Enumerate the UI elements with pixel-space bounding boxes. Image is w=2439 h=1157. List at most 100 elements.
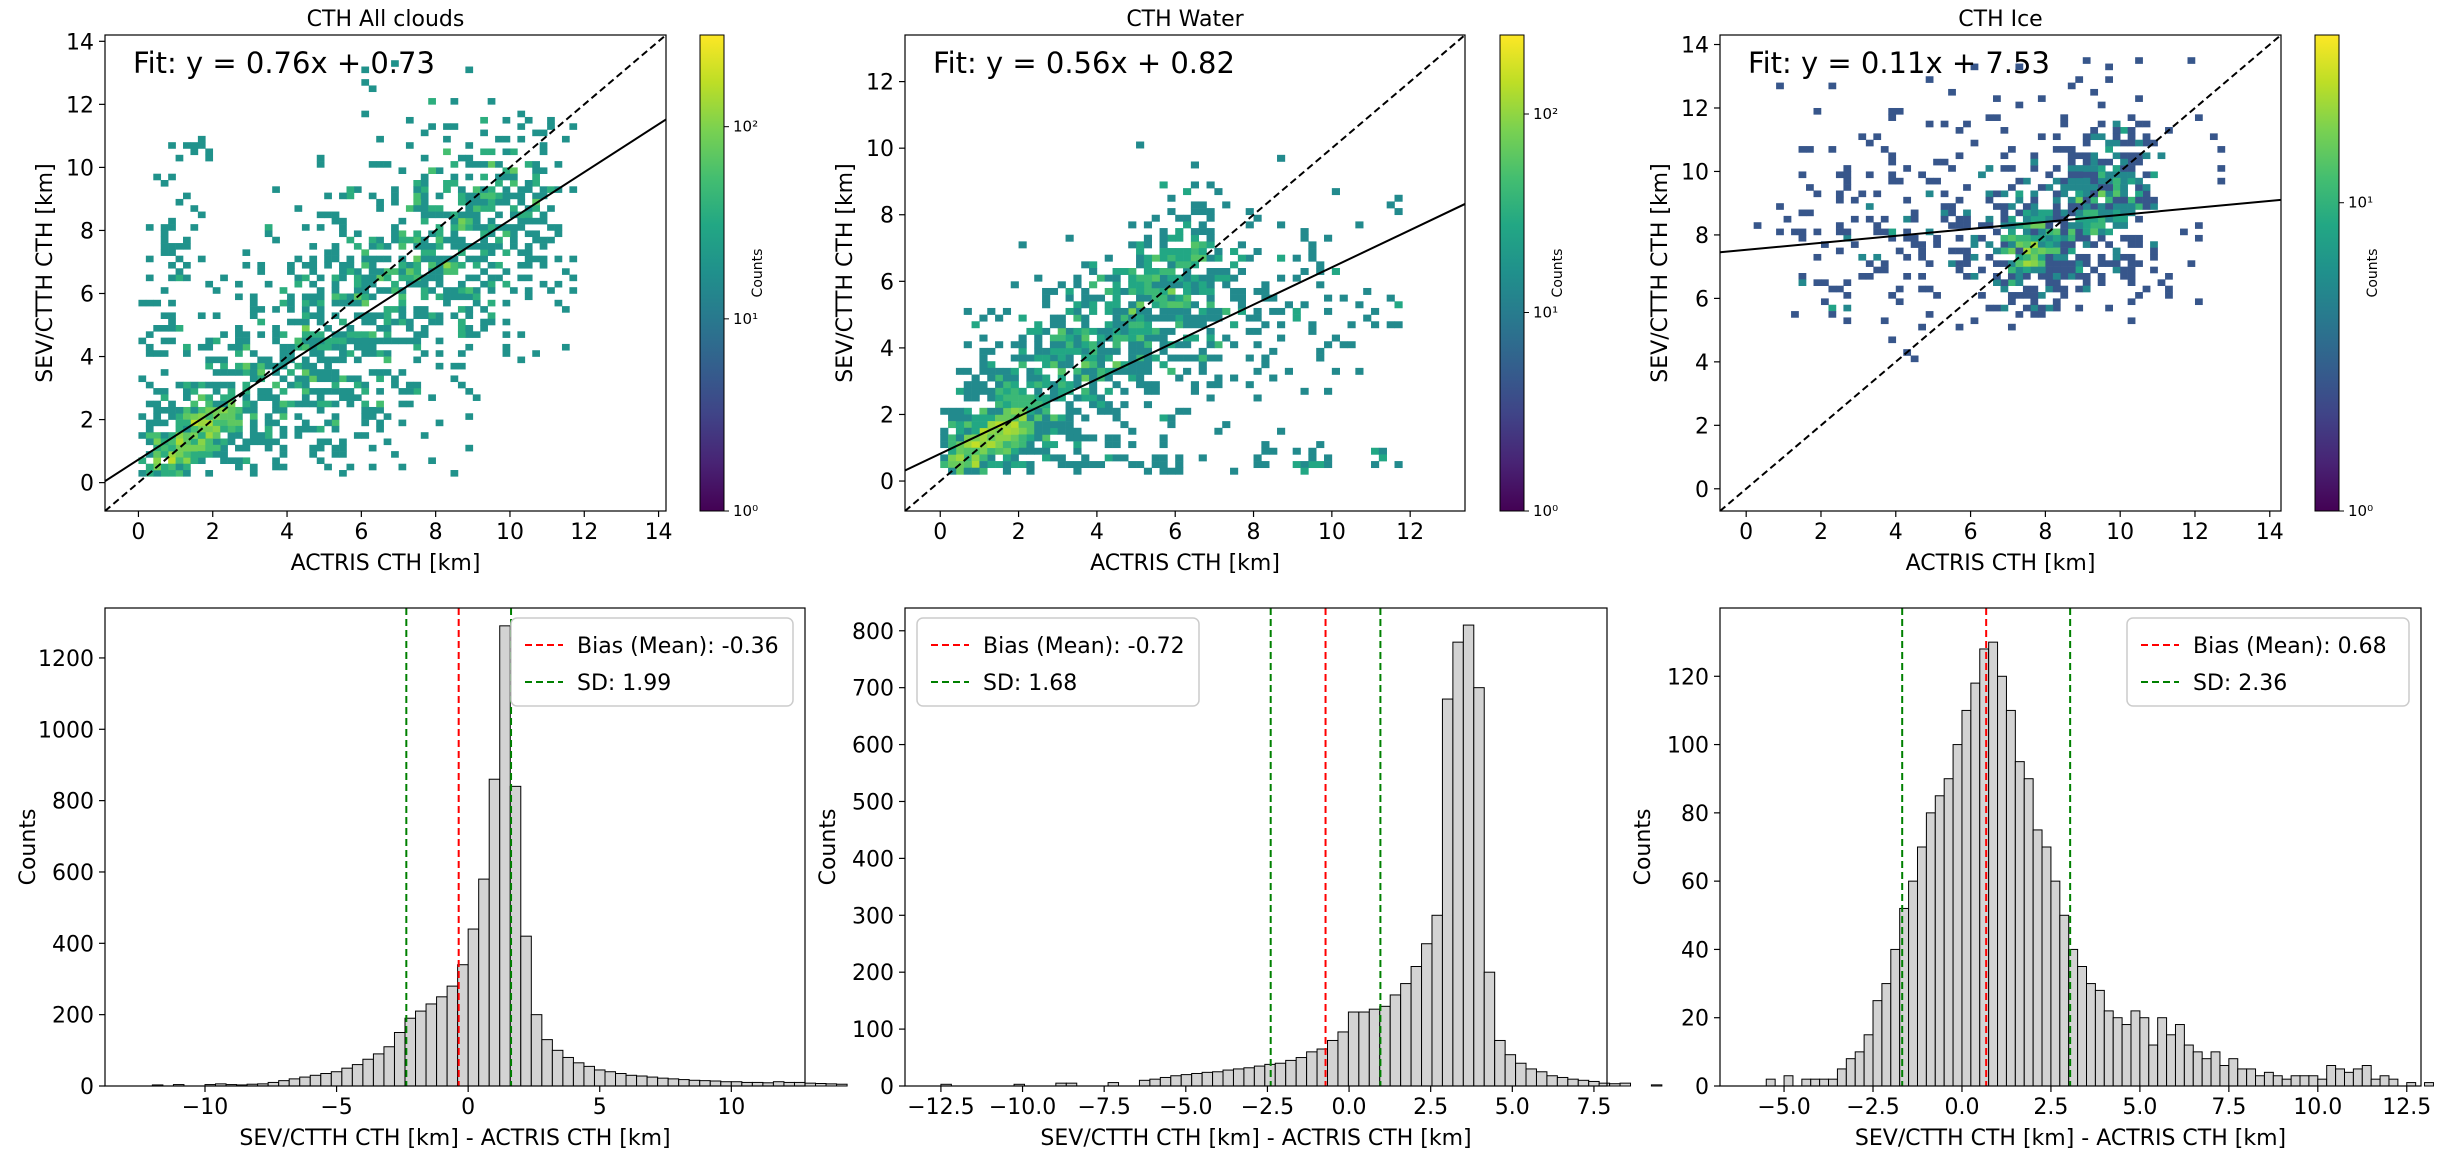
density-cell [353,230,362,238]
density-cell [183,192,191,200]
density-cell [1261,361,1270,369]
density-cell [2090,88,2099,96]
density-cell [1261,441,1270,449]
density-cell [331,369,340,376]
density-cell [1120,314,1129,322]
density-cell [331,217,340,225]
density-cell [995,374,1004,382]
density-cell [1925,120,1934,128]
legend-box [510,617,794,707]
density-cell [1042,327,1051,335]
density-cell [361,432,370,439]
legend-sd-label: SD: 1.68 [983,671,1077,696]
density-cell [272,236,280,244]
density-cell [309,400,318,408]
density-cell [1963,120,1971,128]
density-cell [205,470,214,477]
density-cell [1198,354,1207,362]
density-cell [1206,307,1215,315]
histogram-bar [2148,1044,2159,1087]
histogram-bar [1952,744,1963,1087]
density-cell [205,356,214,364]
density-cell [1010,441,1019,449]
density-cell [1355,367,1364,375]
density-cell [1002,387,1012,395]
density-cell [324,211,332,219]
y-tick-label: 4 [880,337,894,362]
density-cell [428,211,436,219]
density-cell [1925,260,1934,267]
density-cell [138,337,147,345]
density-cell [272,438,280,446]
density-cell [1253,248,1262,255]
density-cell [2015,222,2024,229]
density-cell [398,337,407,345]
density-cell [1843,177,1852,185]
density-cell [413,356,422,364]
density-cell [1843,234,1852,242]
density-cell [1049,354,1059,362]
density-cell [2112,133,2121,141]
density-cell [383,255,392,263]
density-cell [309,280,318,288]
density-cell [1933,177,1941,185]
density-cell [1136,314,1145,322]
density-cell [2015,101,2024,109]
density-cell [2045,266,2054,274]
density-cell [1112,321,1121,329]
density-cell [1112,454,1121,462]
density-cell [383,161,392,168]
density-cell [413,268,422,275]
density-cell [138,457,147,465]
density-cell [472,255,481,263]
density-cell [309,255,318,263]
colorbar-tick-label: 10² [733,118,758,136]
y-tick-label: 600 [852,734,894,759]
density-cell [1277,274,1286,282]
histogram-bar [1535,1071,1548,1087]
density-cell [487,186,496,193]
density-cell [2135,190,2143,198]
density-cell [1034,321,1043,329]
density-cell [153,438,162,446]
density-cell [2209,133,2218,141]
density-cell [353,268,362,275]
density-cell [249,413,258,420]
density-cell [955,447,965,455]
density-cell [309,312,318,320]
density-cell [1214,354,1223,362]
density-cell [443,299,451,307]
density-cell [1183,254,1192,262]
density-cell [1065,361,1074,369]
density-cell [2007,184,2016,191]
histogram-bar [804,1082,817,1087]
density-cell [2075,234,2084,242]
density-cell [2097,273,2106,280]
x-tick-label: 12 [570,520,598,545]
density-cell [2127,139,2136,147]
density-cell [428,249,436,256]
density-cell [153,406,162,414]
histogram-bar [657,1077,669,1087]
density-cell [450,98,459,105]
density-cell [480,148,488,156]
density-cell [361,343,370,351]
density-cell [301,381,310,389]
density-cell [376,312,384,320]
density-cell [979,414,988,422]
histogram-bar [1961,709,1972,1087]
density-cell [1010,401,1019,409]
density-cell [1206,274,1215,282]
density-cell [324,343,332,351]
density-cell [1183,307,1192,315]
y-tick-label: 400 [852,847,894,872]
density-cell [1010,421,1019,429]
density-cell [2060,228,2069,236]
density-cell [1057,427,1066,435]
density-cell [2135,158,2143,166]
density-cell [1970,253,1979,261]
density-cell [413,337,422,345]
density-cell [487,230,496,238]
density-cell [331,388,340,395]
